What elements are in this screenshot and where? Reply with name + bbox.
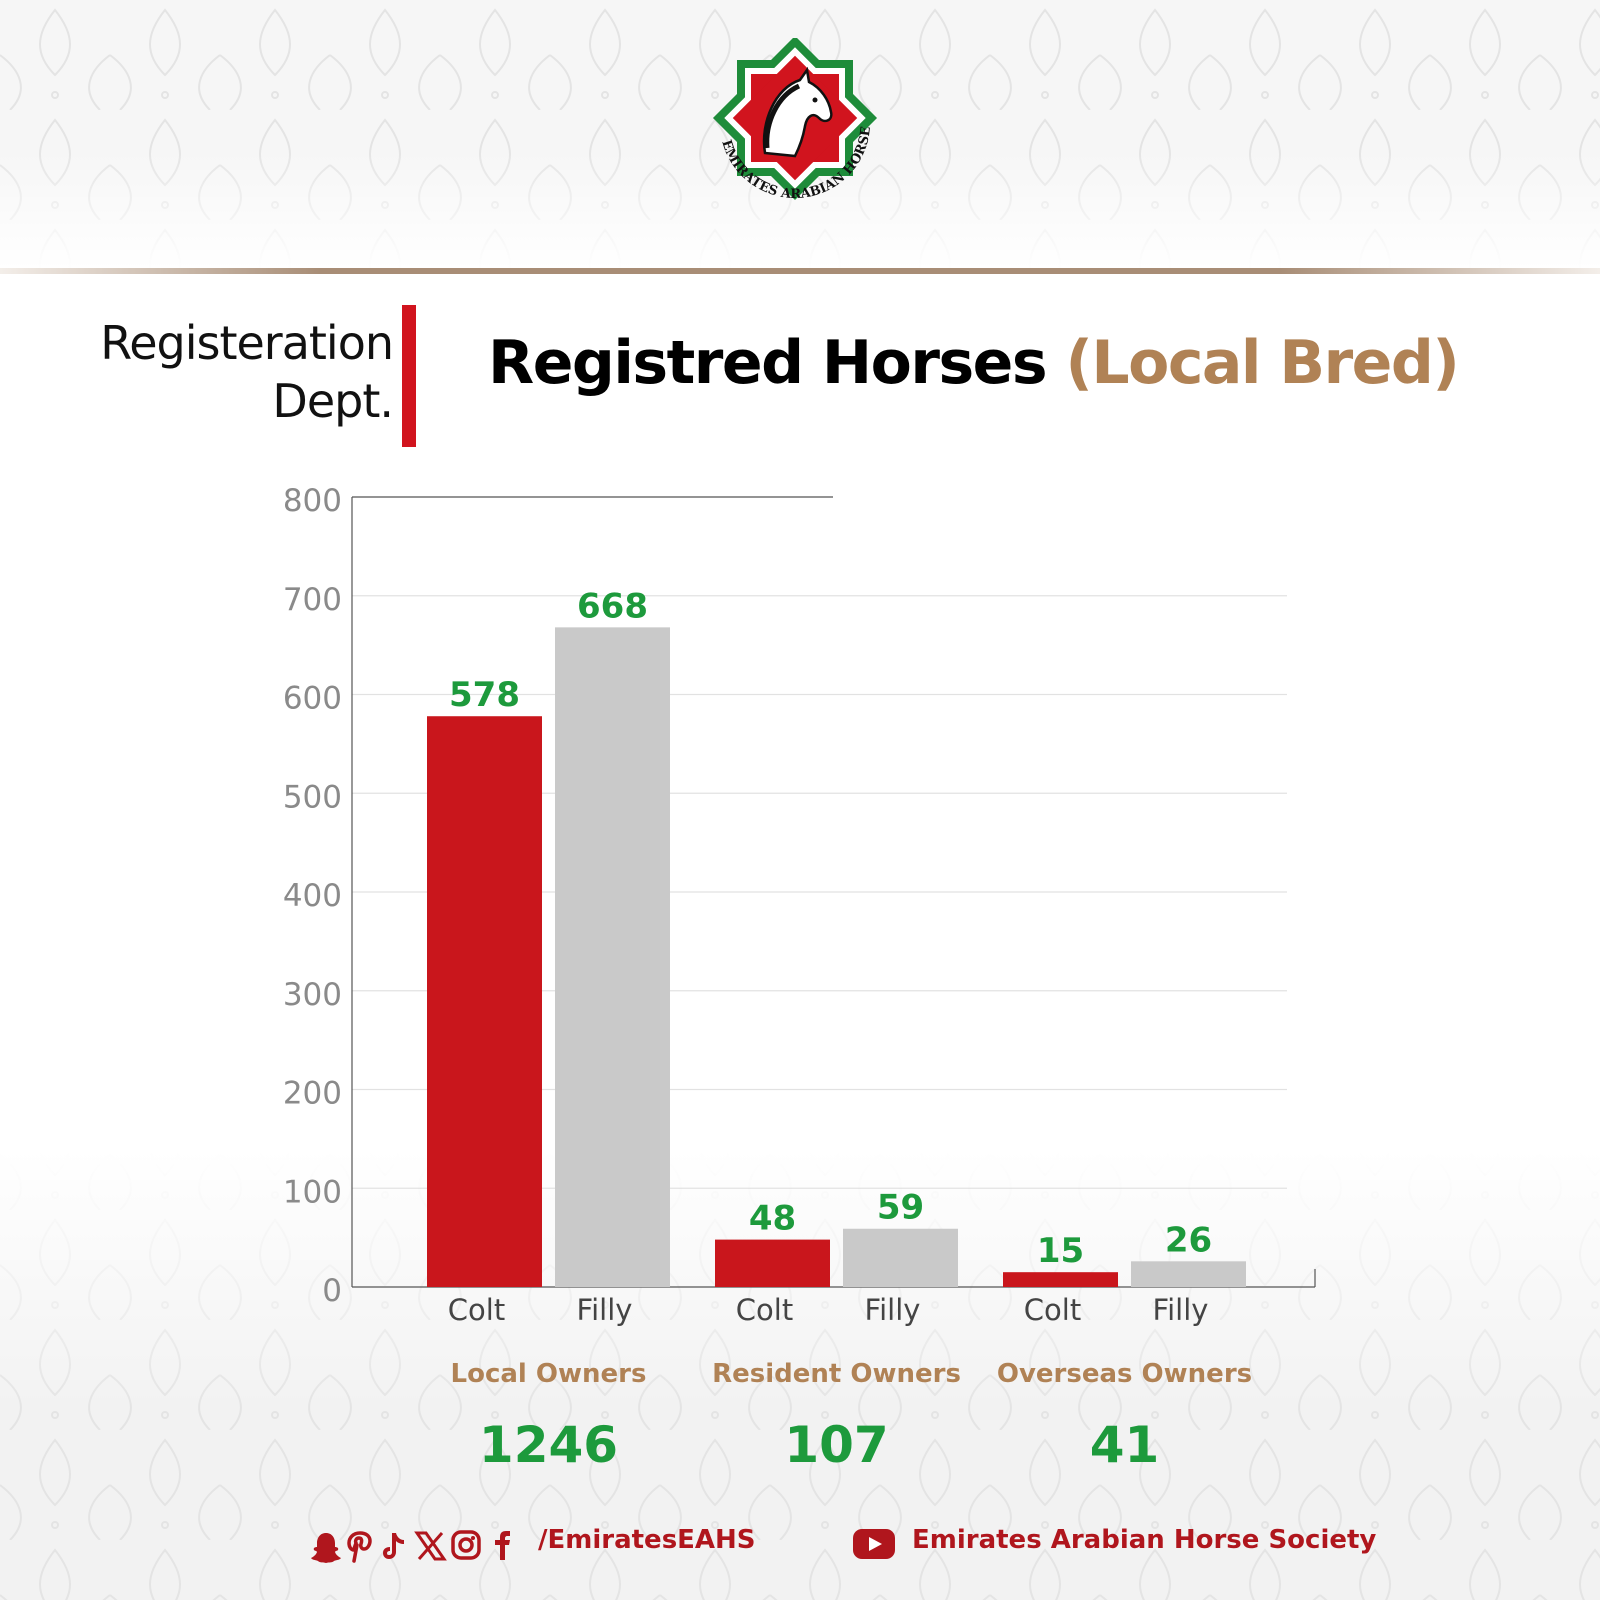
- y-tick-label: 300: [283, 977, 342, 1013]
- social-handle[interactable]: /EmiratesEAHS: [538, 1525, 756, 1555]
- group-label: Resident Owners: [712, 1359, 961, 1389]
- department-label: Registeration Dept.: [100, 314, 394, 430]
- group-label: Overseas Owners: [997, 1359, 1252, 1389]
- x-tick-label: Filly: [865, 1293, 921, 1327]
- department-line-2: Dept.: [272, 374, 394, 428]
- y-tick-label: 0: [322, 1273, 342, 1309]
- bar-colt: [1003, 1272, 1118, 1287]
- title-subtitle: (Local Bred): [1065, 328, 1459, 398]
- data-label: 578: [449, 675, 520, 715]
- logo: EMIRATES ARABIAN HORSE SOCIETY: [700, 38, 878, 202]
- y-tick-label: 700: [283, 582, 342, 618]
- tiktok-icon[interactable]: [383, 1533, 404, 1559]
- snapchat-icon[interactable]: [311, 1533, 341, 1563]
- department-line-1: Registeration: [100, 316, 394, 370]
- group-total: 107: [784, 1416, 888, 1474]
- bar-filly: [843, 1228, 958, 1287]
- youtube-channel-name[interactable]: Emirates Arabian Horse Society: [912, 1525, 1377, 1555]
- bar-filly: [1131, 1261, 1246, 1287]
- data-label: 59: [877, 1188, 924, 1228]
- y-tick-label: 200: [283, 1076, 342, 1112]
- group-total: 41: [1090, 1416, 1160, 1474]
- data-label: 48: [749, 1199, 796, 1239]
- x-tick-label: Colt: [1024, 1293, 1081, 1327]
- data-label: 26: [1165, 1220, 1212, 1260]
- header-divider: [0, 268, 1600, 274]
- department-accent-bar: [402, 305, 416, 447]
- x-tick-label: Colt: [736, 1293, 793, 1327]
- data-label: 15: [1037, 1231, 1084, 1271]
- x-tick-label: Colt: [448, 1293, 505, 1327]
- y-tick-label: 800: [283, 483, 342, 519]
- bar-colt: [715, 1239, 830, 1287]
- x-tick-label: Filly: [577, 1293, 633, 1327]
- youtube-icon[interactable]: [852, 1526, 896, 1562]
- facebook-icon[interactable]: [495, 1531, 510, 1560]
- group-label: Local Owners: [451, 1359, 647, 1389]
- y-tick-label: 600: [283, 681, 342, 717]
- instagram-icon[interactable]: [451, 1530, 481, 1560]
- group-total: 1246: [479, 1416, 618, 1474]
- pinterest-icon[interactable]: [347, 1531, 372, 1563]
- y-tick-label: 400: [283, 878, 342, 914]
- bar-colt: [427, 716, 542, 1287]
- title-main: Registred Horses: [488, 328, 1048, 398]
- y-tick-label: 100: [283, 1174, 342, 1210]
- page-title: Registred Horses (Local Bred): [488, 328, 1460, 398]
- social-icons: [311, 1530, 510, 1563]
- bar-filly: [555, 627, 670, 1287]
- x-icon[interactable]: [414, 1531, 447, 1561]
- y-tick-label: 500: [283, 779, 342, 815]
- x-tick-label: Filly: [1153, 1293, 1209, 1327]
- data-label: 668: [577, 586, 648, 626]
